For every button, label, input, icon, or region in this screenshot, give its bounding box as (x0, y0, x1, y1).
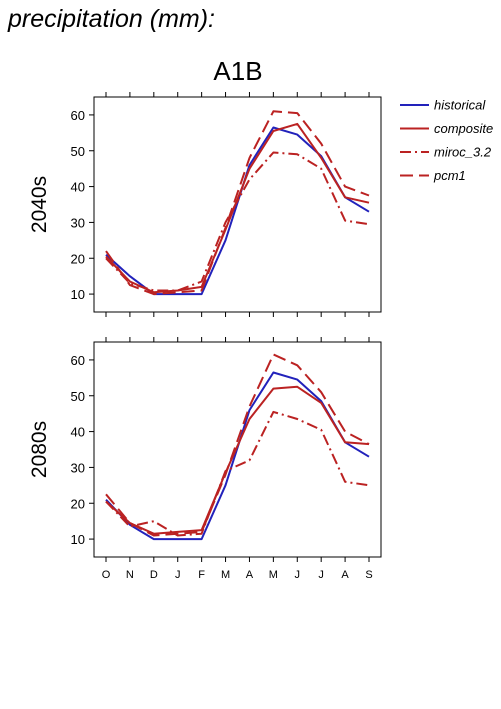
plot-frame (93, 341, 382, 558)
x-tick-label: O (102, 569, 111, 581)
panel-label: 2040s (28, 176, 51, 233)
x-tick-label: J (175, 569, 181, 581)
figure-heading: precipitation (mm): (7, 5, 215, 33)
legend-item-miroc-3-2: miroc_3.2 (400, 145, 492, 160)
y-tick-label: 20 (71, 251, 85, 266)
chart-title: A1B (213, 56, 262, 86)
series-line-historical (105, 371, 370, 541)
y-tick-label: 50 (71, 144, 85, 159)
x-tick-label: A (341, 569, 349, 581)
series-line-composite (105, 122, 370, 294)
x-tick-label: D (150, 569, 158, 581)
x-tick-label: A (246, 569, 254, 581)
legend: historical composite miroc_3.2 pcm1 (400, 98, 493, 183)
x-tick-label: S (365, 569, 372, 581)
x-tick-label: N (126, 569, 134, 581)
y-tick-label: 40 (71, 425, 85, 440)
legend-item-composite: composite (400, 121, 493, 136)
panel-2040s: 10 20 30 40 50 60 2040s (28, 92, 382, 317)
y-tick-label: 60 (71, 108, 85, 123)
legend-label: miroc_3.2 (434, 145, 492, 160)
series-line-historical (105, 126, 370, 296)
legend-label: historical (434, 98, 486, 113)
chart-panels: 10 20 30 40 50 60 2040s 10 20 30 40 50 60 O N D J F M A M J J A… (28, 92, 382, 581)
plot-frame (93, 96, 382, 313)
series-line-pcm1 (105, 110, 370, 296)
legend-label: pcm1 (433, 168, 466, 183)
series-line-miroc-3-2 (105, 410, 370, 537)
y-tick-label: 30 (71, 215, 85, 230)
y-tick-label: 10 (71, 287, 85, 302)
y-tick-label: 60 (71, 353, 85, 368)
series-line-composite (105, 385, 370, 535)
y-tick-label: 20 (71, 496, 85, 511)
y-tick-label: 10 (71, 532, 85, 547)
panel-label: 2080s (28, 421, 51, 478)
y-tick-label: 50 (71, 389, 85, 404)
x-tick-label: J (318, 569, 324, 581)
x-tick-label: F (198, 569, 205, 581)
panel-2080s: 10 20 30 40 50 60 O N D J F M A M J J A S 2080s (28, 337, 382, 581)
legend-label: composite (434, 121, 493, 136)
series-line-miroc-3-2 (105, 151, 370, 292)
x-tick-label: M (221, 569, 230, 581)
y-tick-label: 40 (71, 180, 85, 195)
y-tick-label: 30 (71, 460, 85, 475)
x-tick-label: M (269, 569, 278, 581)
x-tick-label: J (295, 569, 301, 581)
legend-item-historical: historical (400, 98, 486, 113)
legend-item-pcm1: pcm1 (400, 168, 466, 183)
series-line-pcm1 (105, 353, 370, 537)
